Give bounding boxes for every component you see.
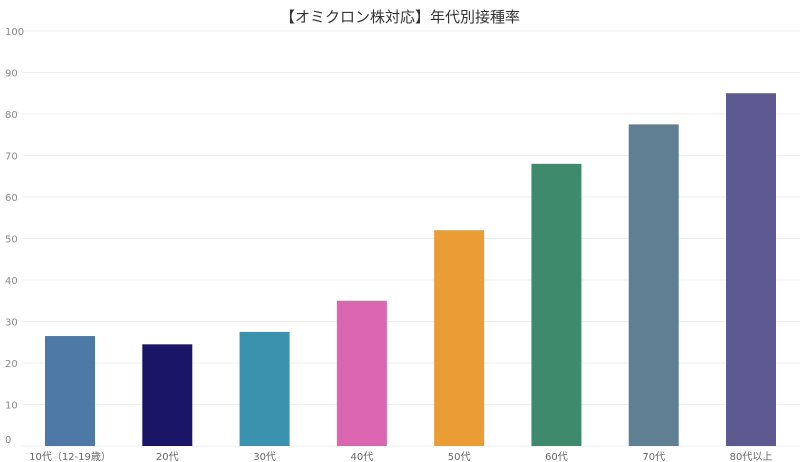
x-tick-label: 50代 xyxy=(448,451,471,462)
x-tick-label: 10代（12-19歳） xyxy=(29,451,111,462)
bar xyxy=(239,331,290,446)
y-tick-label: 90 xyxy=(5,69,18,80)
bars xyxy=(45,93,776,447)
bar xyxy=(628,124,679,446)
y-tick-label: 30 xyxy=(5,318,18,329)
gridlines xyxy=(22,30,800,447)
y-tick-label: 50 xyxy=(5,235,18,246)
x-tick-label: 80代以上 xyxy=(730,451,773,462)
y-tick-label: 20 xyxy=(5,359,18,370)
bar xyxy=(45,336,95,446)
y-tick-label: 80 xyxy=(5,110,18,121)
bar xyxy=(531,163,582,447)
y-tick-label: 70 xyxy=(5,152,18,163)
y-tick-label: 10 xyxy=(5,401,18,412)
bar xyxy=(434,230,485,446)
y-axis-ticks: 0 10 20 30 40 50 60 70 80 90 100 xyxy=(5,27,24,446)
x-tick-label: 30代 xyxy=(253,451,276,462)
y-tick-label: 40 xyxy=(5,276,18,287)
x-tick-label: 70代 xyxy=(642,451,665,462)
bar xyxy=(142,344,193,446)
y-tick-label: 0 xyxy=(5,435,11,446)
bar xyxy=(726,93,776,446)
y-tick-label: 100 xyxy=(5,27,24,38)
y-tick-label: 60 xyxy=(5,193,18,204)
x-axis-labels: 10代（12-19歳） 20代 30代 40代 50代 60代 70代 80代以上 xyxy=(29,451,772,462)
x-tick-label: 40代 xyxy=(350,451,373,462)
x-tick-label: 60代 xyxy=(545,451,568,462)
chart-title: 【オミクロン株対応】年代別接種率 xyxy=(279,8,520,26)
bar xyxy=(336,300,387,446)
x-tick-label: 20代 xyxy=(156,451,179,462)
